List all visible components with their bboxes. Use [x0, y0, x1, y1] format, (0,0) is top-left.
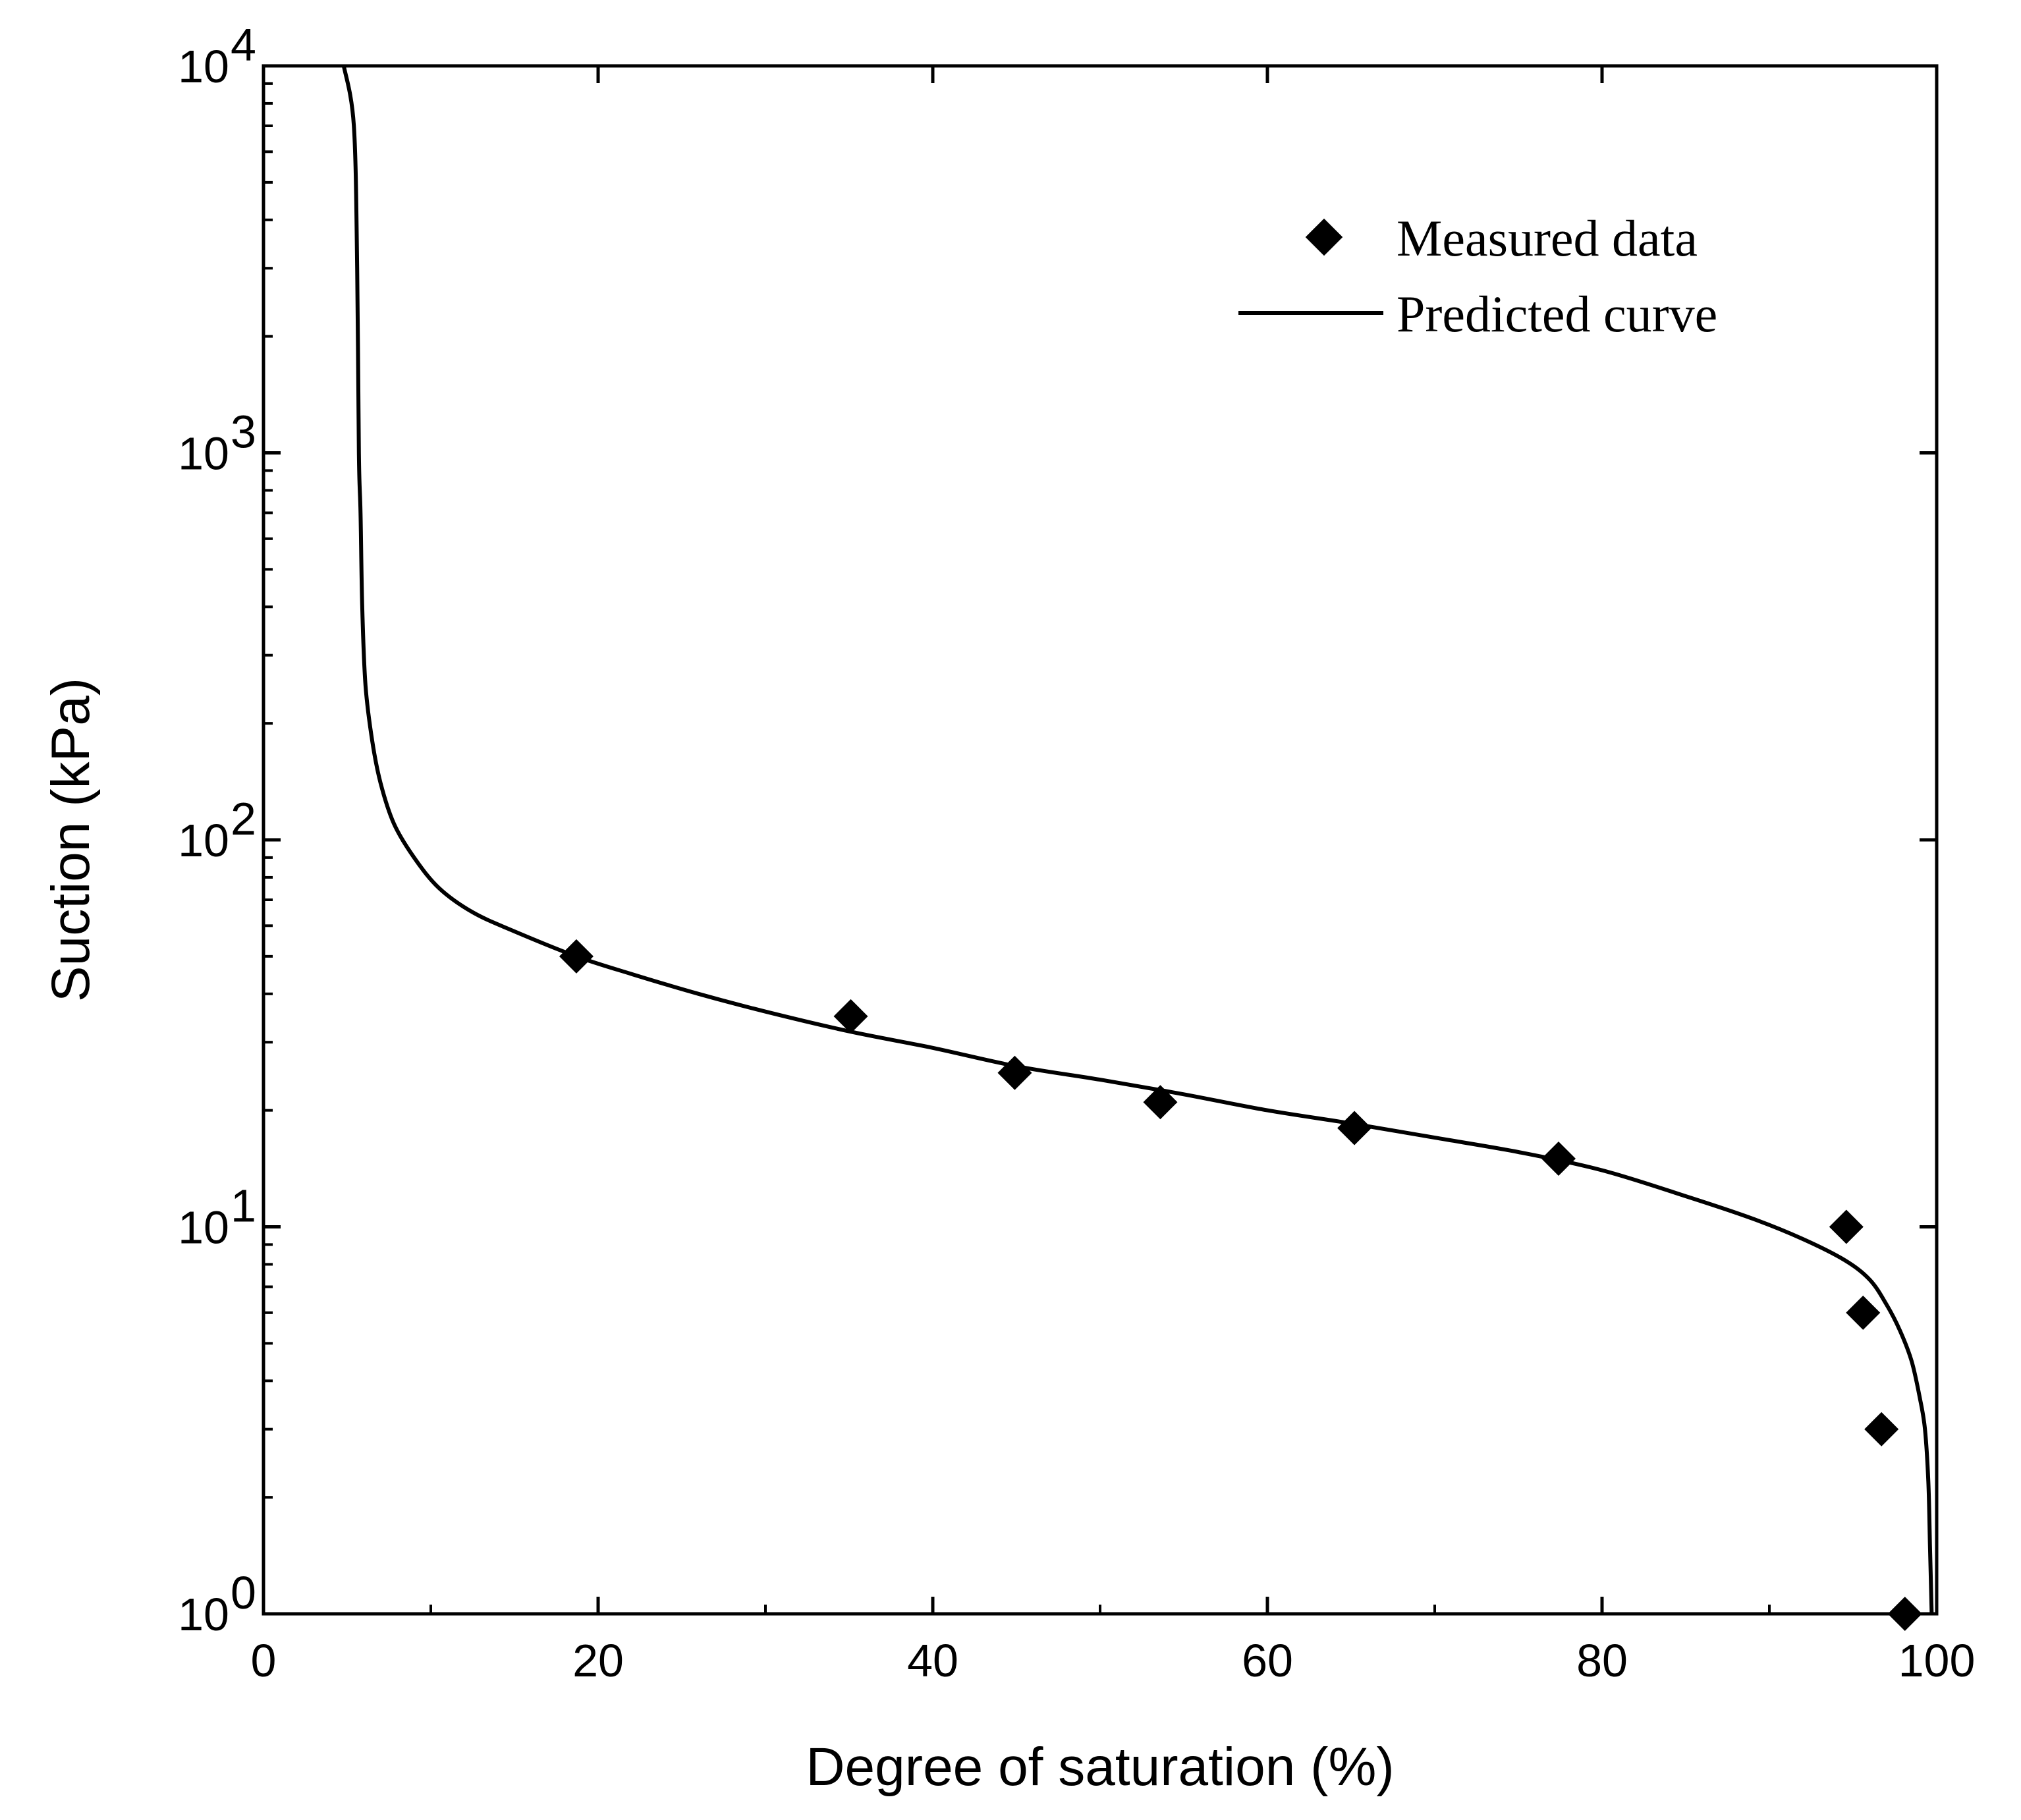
- measured-data-point: [1143, 1085, 1178, 1120]
- y-tick-exponent: 0: [231, 1567, 256, 1618]
- x-tick-label: 100: [1898, 1635, 1976, 1686]
- y-tick-label: 10: [178, 1202, 229, 1254]
- x-tick-label: 60: [1242, 1635, 1293, 1686]
- legend: Measured data Predicted curve: [1238, 209, 1717, 343]
- y-tick-label: 10: [178, 815, 229, 866]
- x-tick-label: 40: [907, 1635, 958, 1686]
- legend-marker-measured: [1305, 218, 1343, 256]
- plot-frame: [262, 64, 1939, 1616]
- y-tick-label: 10: [178, 41, 229, 92]
- y-tick-exponent: 4: [231, 19, 256, 70]
- predicted-curve-line: [341, 65, 1934, 1614]
- y-tick-label: 10: [178, 1589, 229, 1640]
- y-axis-title: Suction (kPa): [41, 678, 101, 1002]
- measured-data-point: [1829, 1209, 1864, 1244]
- measured-data-point: [1846, 1295, 1881, 1330]
- measured-data-point: [997, 1055, 1032, 1090]
- y-tick-exponent: 2: [231, 793, 256, 844]
- y-tick-label: 10: [178, 428, 229, 480]
- measured-data-point: [1337, 1111, 1372, 1145]
- measured-data-point: [833, 999, 868, 1034]
- legend-label-predicted: Predicted curve: [1397, 285, 1717, 343]
- x-tick-label: 20: [572, 1635, 624, 1686]
- x-tick-label: 80: [1576, 1635, 1628, 1686]
- measured-data-point: [1541, 1142, 1576, 1176]
- legend-label-measured: Measured data: [1397, 209, 1698, 267]
- x-axis-title: Degree of saturation (%): [806, 1737, 1394, 1797]
- measured-data-point: [559, 939, 594, 974]
- y-tick-exponent: 1: [231, 1180, 256, 1232]
- measured-data-point: [1864, 1412, 1899, 1447]
- measured-data-points: [559, 939, 1922, 1631]
- x-tick-labels: 0 20 40 60 80 100: [251, 1635, 1976, 1686]
- x-tick-label: 0: [251, 1635, 277, 1686]
- y-tick-exponent: 3: [231, 406, 256, 458]
